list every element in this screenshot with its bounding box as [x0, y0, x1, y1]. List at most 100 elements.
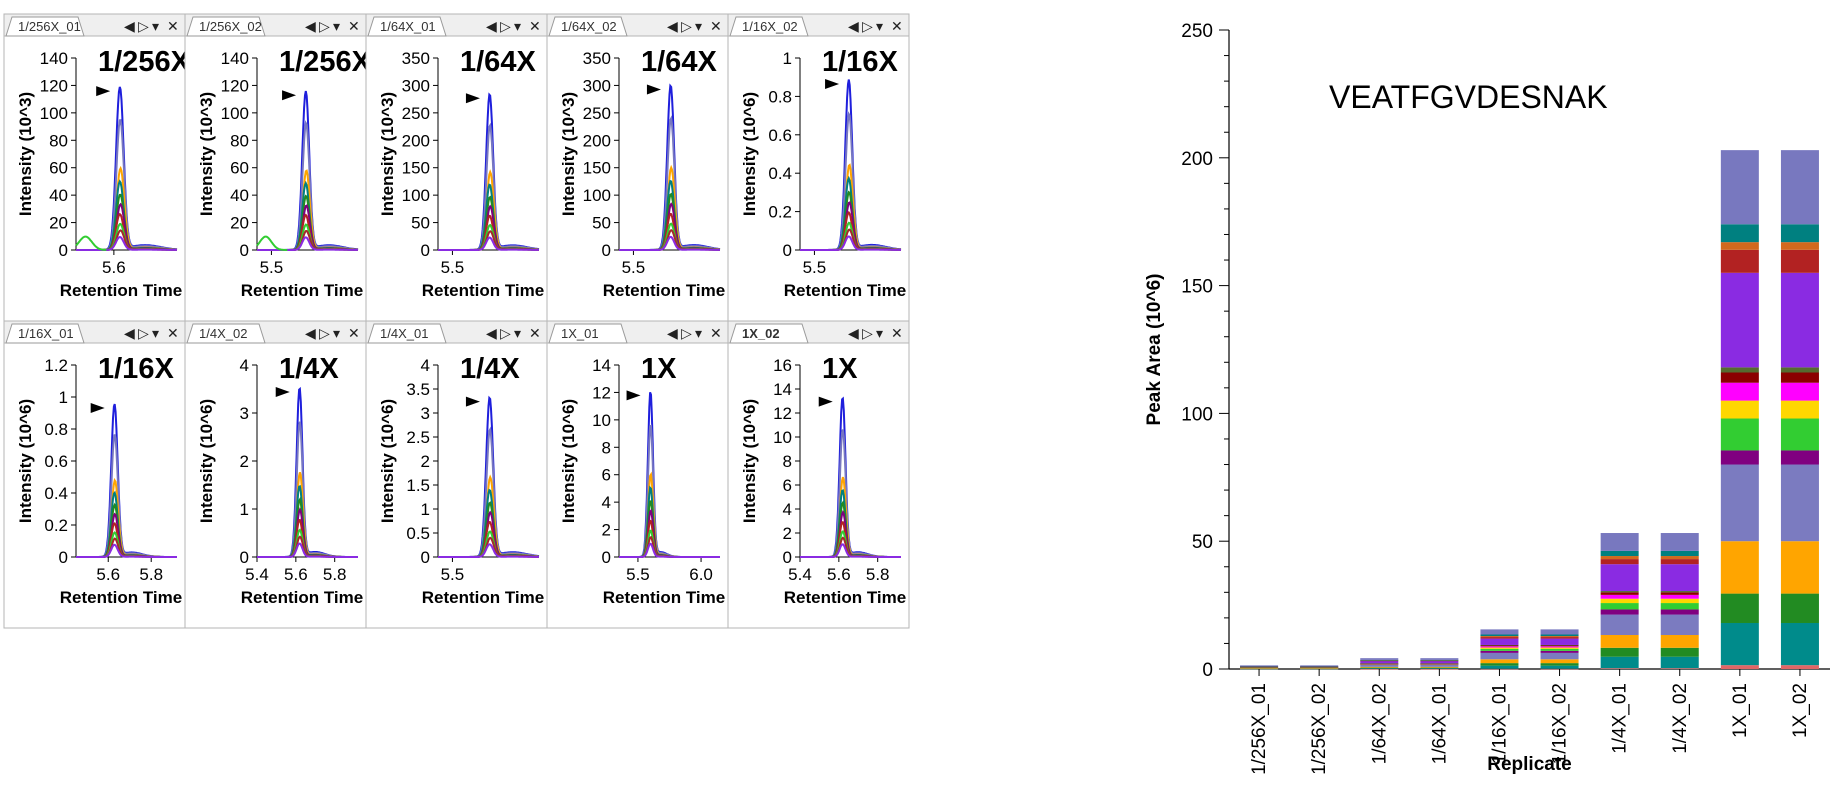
- close-icon[interactable]: ✕: [529, 19, 541, 35]
- panel-tab[interactable]: [367, 16, 447, 37]
- y-tick-label: 0.2: [44, 516, 68, 535]
- menu-icon[interactable]: ▾: [152, 19, 159, 35]
- bar-segment: [1660, 598, 1699, 604]
- y-tick-label: 40: [230, 186, 249, 205]
- bar-segment: [1540, 637, 1579, 639]
- close-icon[interactable]: ✕: [348, 326, 360, 342]
- next-icon[interactable]: ▷: [500, 326, 511, 342]
- y-tick-label: 14: [773, 380, 792, 399]
- menu-icon[interactable]: ▾: [876, 19, 883, 35]
- chromatogram-panel: 1/64X_02 ◀ ▷ ▾ ✕ 0 50 100 150 200 250 300 350 5.5 Rete…: [546, 13, 729, 322]
- panel-tab-label[interactable]: 1/64X_02: [561, 19, 617, 34]
- prev-icon[interactable]: ◀: [486, 326, 497, 342]
- panel-tab[interactable]: [186, 16, 266, 37]
- panel-tab[interactable]: [5, 16, 85, 37]
- next-icon[interactable]: ▷: [319, 19, 330, 35]
- bar-segment: [1540, 648, 1579, 651]
- panel-tab[interactable]: [729, 16, 809, 37]
- panel-tab[interactable]: [186, 323, 266, 344]
- bar-segment: [1480, 629, 1519, 635]
- prev-icon[interactable]: ◀: [667, 19, 678, 35]
- panel-tab-label[interactable]: 1/16X_02: [742, 19, 798, 34]
- prev-icon[interactable]: ◀: [124, 326, 135, 342]
- next-icon[interactable]: ▷: [138, 19, 149, 35]
- panel-tab-label[interactable]: 1/256X_01: [18, 19, 81, 34]
- menu-icon[interactable]: ▾: [876, 326, 883, 342]
- panel-tab-label[interactable]: 1/4X_01: [380, 326, 428, 341]
- close-icon[interactable]: ✕: [891, 19, 903, 35]
- close-icon[interactable]: ✕: [348, 19, 360, 35]
- next-icon[interactable]: ▷: [862, 19, 873, 35]
- bar-category-label: 1X_02: [1790, 683, 1811, 738]
- next-icon[interactable]: ▷: [681, 19, 692, 35]
- menu-icon[interactable]: ▾: [695, 19, 702, 35]
- chromatogram-panel: 1/4X_02 ◀ ▷ ▾ ✕ 0 1 2 3 4 5.4 5.6 5.8 Retention Time I…: [184, 320, 367, 629]
- prev-icon[interactable]: ◀: [305, 19, 316, 35]
- panel-tab-label[interactable]: 1/64X_01: [380, 19, 436, 34]
- close-icon[interactable]: ✕: [891, 326, 903, 342]
- prev-icon[interactable]: ◀: [848, 326, 859, 342]
- close-icon[interactable]: ✕: [529, 326, 541, 342]
- panel-tab[interactable]: [548, 323, 628, 344]
- bar-x-axis-label: Replicate: [1487, 754, 1571, 775]
- y-tick-label: 300: [402, 76, 430, 95]
- y-tick-label: 250: [583, 104, 611, 123]
- bar-segment: [1360, 660, 1399, 661]
- prev-icon[interactable]: ◀: [667, 326, 678, 342]
- panel-tab-label[interactable]: 1X_02: [742, 326, 780, 341]
- panel-tab-label[interactable]: 1X_01: [561, 326, 599, 341]
- bar-y-tick-label: 50: [1192, 532, 1213, 553]
- close-icon[interactable]: ✕: [710, 19, 722, 35]
- close-icon[interactable]: ✕: [710, 326, 722, 342]
- panel-tab[interactable]: [548, 16, 628, 37]
- bar-segment: [1660, 647, 1699, 657]
- y-tick-label: 100: [402, 186, 430, 205]
- prev-icon[interactable]: ◀: [124, 19, 135, 35]
- menu-icon[interactable]: ▾: [333, 19, 340, 35]
- x-tick-label: 6.0: [689, 565, 713, 584]
- chromatogram-grid: 1/256X_01 ◀ ▷ ▾ ✕0204060801001201405.6Retent…: [3, 13, 910, 629]
- menu-icon[interactable]: ▾: [695, 326, 702, 342]
- panel-tab[interactable]: [367, 323, 447, 344]
- next-icon[interactable]: ▷: [319, 326, 330, 342]
- y-tick-label: 20: [230, 214, 249, 233]
- next-icon[interactable]: ▷: [138, 326, 149, 342]
- y-tick-label: 120: [40, 76, 68, 95]
- menu-icon[interactable]: ▾: [333, 326, 340, 342]
- y-tick-label: 2.5: [406, 428, 430, 447]
- bar-segment: [1660, 668, 1699, 669]
- bar-segment: [1600, 550, 1639, 557]
- dilution-label: 1/16X: [98, 353, 174, 385]
- next-icon[interactable]: ▷: [681, 326, 692, 342]
- panel-tab[interactable]: [5, 323, 85, 344]
- panel-tab-label[interactable]: 1/4X_02: [199, 326, 247, 341]
- bar-segment: [1600, 609, 1639, 615]
- bar-segment: [1360, 663, 1399, 664]
- next-icon[interactable]: ▷: [500, 19, 511, 35]
- prev-icon[interactable]: ◀: [305, 326, 316, 342]
- y-tick-label: 0.2: [768, 203, 792, 222]
- dilution-label: 1/256X: [98, 46, 191, 78]
- next-icon[interactable]: ▷: [862, 326, 873, 342]
- bar-segment: [1720, 372, 1759, 383]
- menu-icon[interactable]: ▾: [152, 326, 159, 342]
- close-icon[interactable]: ✕: [167, 326, 179, 342]
- bar-segment: [1660, 594, 1699, 599]
- bar-segment: [1660, 533, 1699, 551]
- menu-icon[interactable]: ▾: [514, 326, 521, 342]
- apex-marker-icon: [626, 390, 641, 401]
- y-tick-label: 350: [402, 49, 430, 68]
- transition-trace: [800, 235, 901, 251]
- apex-marker-icon: [465, 93, 480, 104]
- close-icon[interactable]: ✕: [167, 19, 179, 35]
- bar-y-tick-label: 250: [1181, 21, 1213, 42]
- y-tick-label: 140: [40, 49, 68, 68]
- panel-tab-label[interactable]: 1/16X_01: [18, 326, 74, 341]
- y-tick-label: 16: [773, 356, 792, 375]
- panel-tab-label[interactable]: 1/256X_02: [199, 19, 262, 34]
- prev-icon[interactable]: ◀: [848, 19, 859, 35]
- bar-segment: [1600, 635, 1639, 648]
- menu-icon[interactable]: ▾: [514, 19, 521, 35]
- prev-icon[interactable]: ◀: [486, 19, 497, 35]
- panel-tab[interactable]: [729, 323, 809, 344]
